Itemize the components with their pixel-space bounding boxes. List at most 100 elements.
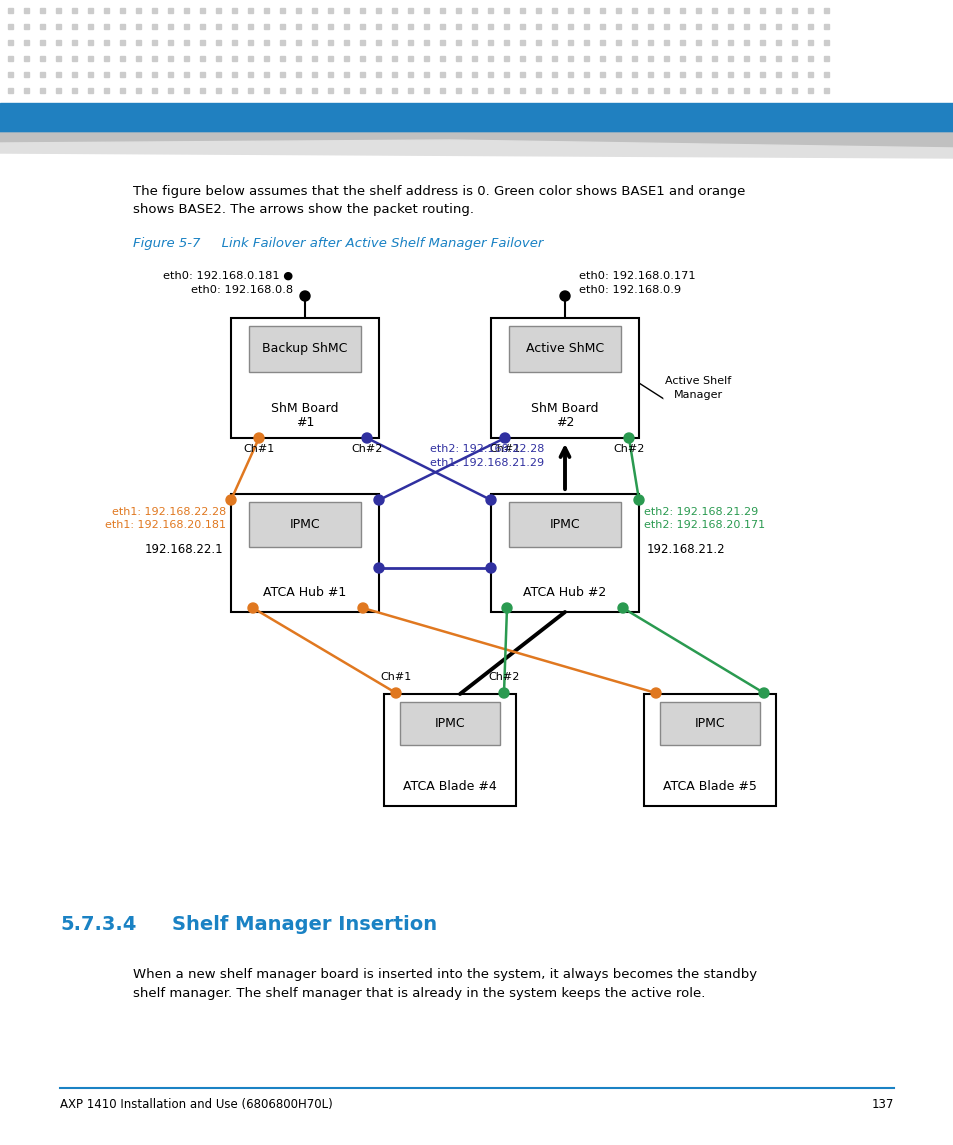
Bar [8, 24, 13, 29]
Bar [152, 88, 157, 93]
Bar [152, 8, 157, 13]
Text: Ch#1: Ch#1 [243, 444, 274, 455]
Bar [439, 56, 444, 61]
Bar [488, 40, 493, 45]
Bar [392, 88, 396, 93]
Bar [583, 88, 588, 93]
Bar [40, 88, 45, 93]
Bar [24, 8, 29, 13]
Text: AXP 1410 Installation and Use (6806800H70L): AXP 1410 Installation and Use (6806800H7… [60, 1098, 333, 1111]
Bar [439, 24, 444, 29]
Bar [184, 72, 189, 77]
Bar [152, 40, 157, 45]
Bar [184, 56, 189, 61]
Bar [631, 24, 637, 29]
Bar [249, 502, 361, 547]
Bar [215, 24, 221, 29]
Bar [88, 24, 92, 29]
Text: Active ShMC: Active ShMC [525, 342, 603, 355]
Bar [56, 88, 61, 93]
Bar [152, 72, 157, 77]
Text: eth0: 192.168.0.171: eth0: 192.168.0.171 [578, 271, 695, 281]
Bar [711, 24, 717, 29]
Bar [488, 88, 493, 93]
Bar [399, 702, 499, 744]
Bar [423, 88, 429, 93]
Bar [359, 40, 365, 45]
Bar [215, 72, 221, 77]
Bar [56, 40, 61, 45]
Bar [711, 72, 717, 77]
Bar [552, 72, 557, 77]
Bar [552, 40, 557, 45]
Bar [696, 40, 700, 45]
Bar [231, 493, 378, 611]
Bar [679, 88, 684, 93]
Bar [536, 72, 540, 77]
Bar [168, 24, 172, 29]
Text: eth0: 192.168.0.181 ●: eth0: 192.168.0.181 ● [163, 271, 293, 281]
Bar [456, 72, 460, 77]
Bar [120, 72, 125, 77]
Bar [567, 88, 573, 93]
Bar [24, 56, 29, 61]
Bar [423, 40, 429, 45]
Circle shape [248, 603, 257, 613]
Bar [248, 24, 253, 29]
Bar [88, 72, 92, 77]
Bar [599, 56, 604, 61]
Bar [56, 24, 61, 29]
Bar [248, 56, 253, 61]
Bar [8, 56, 13, 61]
Bar [359, 88, 365, 93]
Bar [312, 24, 316, 29]
Bar [519, 24, 524, 29]
Bar [280, 72, 285, 77]
Bar [152, 56, 157, 61]
Bar [775, 8, 781, 13]
Text: Ch#2: Ch#2 [351, 444, 382, 455]
Bar [120, 88, 125, 93]
Polygon shape [0, 140, 953, 158]
Circle shape [634, 495, 643, 505]
Bar [232, 40, 236, 45]
Bar [696, 24, 700, 29]
Bar [503, 24, 509, 29]
Bar [696, 88, 700, 93]
Circle shape [498, 688, 509, 698]
Bar [616, 24, 620, 29]
Bar [359, 56, 365, 61]
Bar [743, 40, 748, 45]
Text: Ch#2: Ch#2 [613, 444, 644, 455]
Bar [328, 8, 333, 13]
Text: Ch#2: Ch#2 [488, 672, 519, 682]
Bar [280, 40, 285, 45]
Bar [439, 72, 444, 77]
Bar [696, 8, 700, 13]
Bar [519, 72, 524, 77]
Bar [727, 24, 732, 29]
Bar [711, 56, 717, 61]
Bar [232, 24, 236, 29]
Bar [503, 56, 509, 61]
Text: eth1: 192.168.20.181: eth1: 192.168.20.181 [105, 520, 226, 530]
Bar [40, 56, 45, 61]
Bar [823, 40, 828, 45]
Circle shape [732, 376, 766, 410]
Bar [599, 72, 604, 77]
Bar [215, 56, 221, 61]
Bar [392, 72, 396, 77]
Bar [24, 40, 29, 45]
Circle shape [499, 433, 510, 443]
Bar [491, 493, 639, 611]
Bar [249, 326, 361, 372]
Bar [508, 502, 620, 547]
Bar [663, 72, 668, 77]
Bar [536, 40, 540, 45]
Bar [791, 56, 796, 61]
Bar [71, 88, 77, 93]
Bar [344, 72, 349, 77]
Bar [56, 56, 61, 61]
Bar [264, 72, 269, 77]
Bar [136, 56, 141, 61]
